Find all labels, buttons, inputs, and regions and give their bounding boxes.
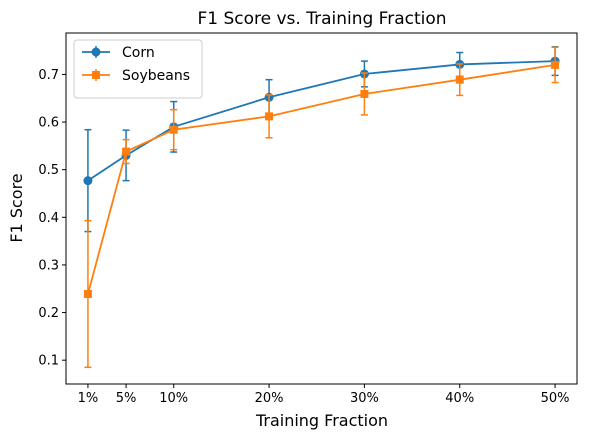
- y-tick-label: 0.2: [38, 306, 59, 321]
- corn-data-point: [83, 176, 93, 186]
- soybeans-series-line: [87, 64, 556, 295]
- x-tick-label: 5%: [116, 391, 137, 406]
- x-tick-label: 50%: [541, 391, 570, 406]
- y-tick-label: 0.3: [38, 258, 59, 273]
- x-axis-label: Training Fraction: [255, 411, 388, 430]
- x-tick-label: 40%: [445, 391, 474, 406]
- x-tick-label: 1%: [78, 391, 99, 406]
- y-tick-label: 0.5: [38, 163, 59, 178]
- soybeans-data-point: [169, 125, 178, 134]
- x-tick-label: 30%: [350, 391, 379, 406]
- soybeans-data-point: [122, 147, 131, 156]
- y-tick-label: 0.7: [38, 68, 59, 83]
- soybeans-data-point: [455, 75, 464, 84]
- soybeans-data-point: [551, 60, 560, 69]
- series-soybeans: [83, 46, 560, 369]
- legend: Corn Soybeans: [73, 39, 203, 99]
- legend-entry-corn: Corn: [82, 45, 155, 61]
- legend-marker-corn: [91, 47, 101, 57]
- y-axis-label: F1 Score: [7, 173, 26, 242]
- legend-label-soybeans: Soybeans: [122, 68, 190, 84]
- y-tick-label: 0.6: [38, 116, 59, 131]
- soybeans-data-point: [360, 89, 369, 98]
- legend-entry-soybeans: Soybeans: [82, 68, 190, 84]
- y-tick-label: 0.4: [38, 211, 59, 226]
- axes-frame: [65, 32, 578, 385]
- chart-title: F1 Score vs. Training Fraction: [197, 9, 446, 29]
- y-tick-label: 0.1: [38, 354, 59, 369]
- x-tick-label: 20%: [255, 391, 284, 406]
- soybeans-data-point: [265, 112, 274, 121]
- plot-area: 1% 5% 10% 20% 30% 40% 50% 0.1 0.2 0.3 0.4 0.5 0.6 0.7: [38, 32, 578, 406]
- legend-marker-soybeans: [92, 71, 100, 79]
- legend-box: [73, 39, 203, 99]
- legend-label-corn: Corn: [122, 45, 155, 61]
- x-tick-label: 10%: [159, 391, 188, 406]
- soybeans-data-point: [83, 289, 92, 298]
